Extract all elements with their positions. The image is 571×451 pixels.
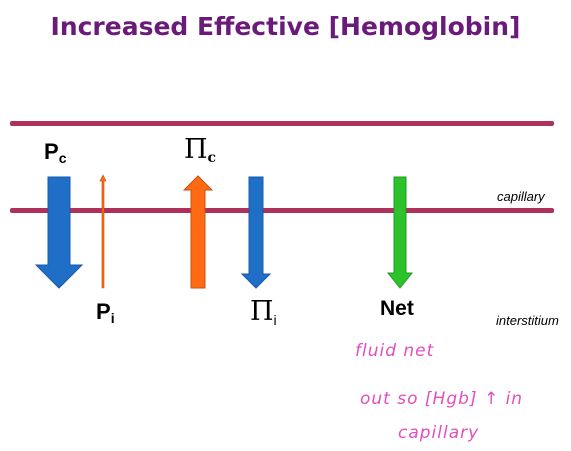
handwritten-note-line2: out so [Hgb] ↑ in (360, 389, 524, 409)
pic-label: Πc (184, 134, 217, 166)
top-membrane-line (10, 121, 554, 126)
handwritten-note-line3: capillary (398, 423, 480, 443)
pic-arrow (182, 175, 214, 289)
pc-arrow (34, 176, 84, 289)
slide-title: Increased Effective [Hemoglobin] (50, 12, 521, 41)
net-label: Net (380, 297, 414, 320)
handwritten-note-line1: fluid net (355, 341, 435, 361)
pc-label: Pc (44, 139, 67, 166)
interstitium-label: interstitium (496, 313, 559, 328)
capillary-wall-line (10, 208, 554, 213)
net-arrow (386, 176, 414, 289)
pii-label: Πi (250, 296, 277, 328)
pi-label: Pi (96, 299, 115, 326)
capillary-label: capillary (497, 189, 545, 204)
pi-arrow (99, 174, 107, 289)
pii-arrow (240, 176, 272, 289)
